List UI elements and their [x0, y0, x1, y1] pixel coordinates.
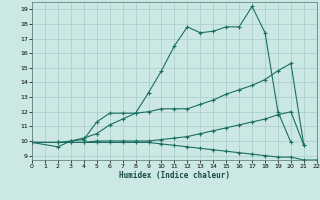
X-axis label: Humidex (Indice chaleur): Humidex (Indice chaleur)	[119, 171, 230, 180]
